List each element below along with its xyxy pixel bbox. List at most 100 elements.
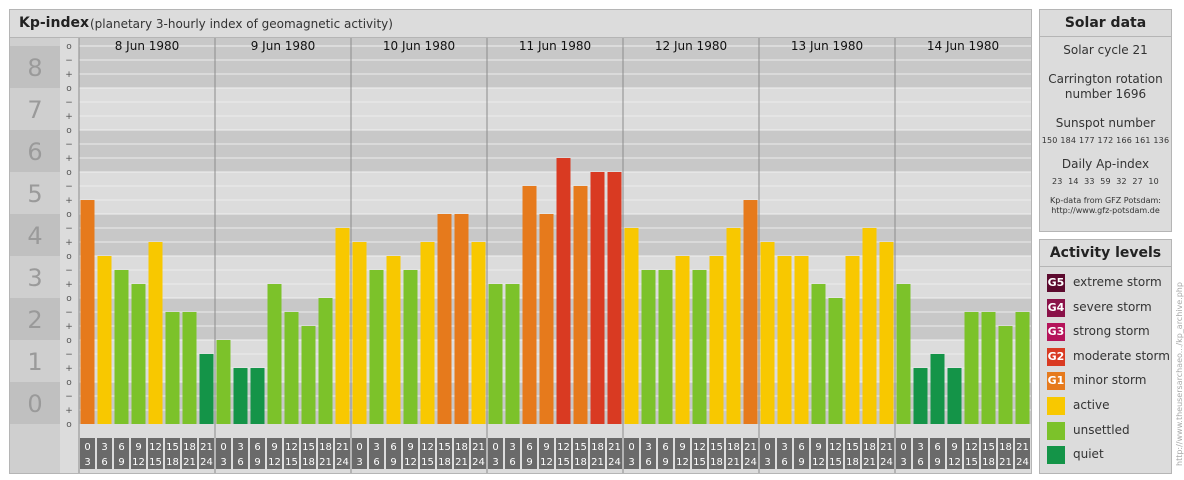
interval-start: 9 bbox=[271, 442, 277, 453]
chart-subtitle: (planetary 3-hourly index of geomagnetic… bbox=[90, 17, 393, 31]
interval-end: 12 bbox=[268, 457, 281, 468]
solar-cycle: Solar cycle 21 bbox=[1063, 43, 1148, 57]
interval-end: 24 bbox=[744, 457, 757, 468]
day-label: 14 Jun 1980 bbox=[927, 39, 999, 53]
interval-end: 3 bbox=[628, 457, 634, 468]
interval-label-cell bbox=[964, 438, 979, 469]
interval-label-cell bbox=[811, 438, 826, 469]
legend-item: active bbox=[1040, 394, 1171, 419]
minor-tick: o bbox=[66, 210, 72, 220]
interval-label-cell bbox=[437, 438, 452, 469]
kp-bar bbox=[284, 311, 299, 424]
kp-bar bbox=[709, 256, 724, 424]
chart-header: Kp-index (planetary 3-hourly index of ge… bbox=[10, 10, 1031, 38]
kp-bar bbox=[658, 269, 673, 424]
interval-label-cell bbox=[862, 438, 877, 469]
source-link[interactable]: http://www.gfz-potsdam.de bbox=[1051, 206, 1160, 215]
minor-tick: − bbox=[65, 224, 73, 234]
y-tick-label: 0 bbox=[27, 390, 42, 418]
kp-bar bbox=[471, 242, 486, 424]
legend-item: G2 moderate storm bbox=[1040, 345, 1171, 370]
minor-tick: − bbox=[65, 98, 73, 108]
minor-tick: − bbox=[65, 182, 73, 192]
kp-bar bbox=[420, 242, 435, 424]
legend-item: G4 severe storm bbox=[1040, 296, 1171, 321]
interval-end: 12 bbox=[812, 457, 825, 468]
source-line-1: Kp-data from GFZ Potsdam: bbox=[1050, 196, 1161, 205]
minor-tick: o bbox=[66, 168, 72, 178]
interval-end: 24 bbox=[608, 457, 621, 468]
interval-end: 18 bbox=[438, 457, 451, 468]
kp-bar bbox=[267, 284, 282, 424]
interval-label-cell bbox=[182, 438, 197, 469]
interval-end: 15 bbox=[693, 457, 706, 468]
interval-end: 18 bbox=[302, 457, 315, 468]
y-tick-label: 1 bbox=[27, 348, 42, 376]
kp-bar bbox=[114, 269, 129, 424]
interval-label-cell bbox=[828, 438, 843, 469]
interval-label-cell bbox=[318, 438, 333, 469]
day-label: 12 Jun 1980 bbox=[655, 39, 727, 53]
interval-end: 6 bbox=[101, 457, 107, 468]
interval-label-cell bbox=[199, 438, 214, 469]
interval-label-cell bbox=[454, 438, 469, 469]
interval-start: 18 bbox=[319, 442, 332, 453]
interval-label-cell bbox=[624, 438, 639, 469]
interval-start: 0 bbox=[220, 442, 226, 453]
legend-swatch bbox=[1047, 421, 1065, 440]
y-tick-label: 8 bbox=[27, 54, 42, 82]
interval-label-cell bbox=[556, 438, 571, 469]
kp-bar bbox=[862, 227, 877, 424]
legend-item: G3 strong storm bbox=[1040, 320, 1171, 345]
kp-bar bbox=[998, 326, 1013, 424]
interval-start: 6 bbox=[254, 442, 260, 453]
kp-bar bbox=[726, 227, 741, 424]
interval-start: 0 bbox=[900, 442, 906, 453]
interval-end: 21 bbox=[863, 457, 876, 468]
kp-bar bbox=[131, 284, 146, 424]
interval-end: 24 bbox=[472, 457, 485, 468]
legend-label: strong storm bbox=[1073, 324, 1150, 339]
interval-start: 12 bbox=[149, 442, 162, 453]
interval-start: 21 bbox=[744, 442, 757, 453]
kp-bar bbox=[794, 256, 809, 424]
interval-end: 15 bbox=[421, 457, 434, 468]
minor-tick: + bbox=[65, 406, 73, 416]
interval-end: 15 bbox=[829, 457, 842, 468]
minor-tick: o bbox=[66, 294, 72, 304]
legend-swatch: G5 bbox=[1047, 274, 1065, 292]
interval-end: 21 bbox=[591, 457, 604, 468]
y-band bbox=[10, 46, 60, 88]
interval-end: 24 bbox=[200, 457, 213, 468]
interval-label-cell bbox=[726, 438, 741, 469]
legend-label: severe storm bbox=[1073, 299, 1152, 314]
interval-label-cell bbox=[573, 438, 588, 469]
interval-end: 18 bbox=[710, 457, 723, 468]
interval-end: 9 bbox=[526, 457, 532, 468]
interval-label-cell bbox=[607, 438, 622, 469]
kp-bar bbox=[641, 269, 656, 424]
interval-end: 6 bbox=[917, 457, 923, 468]
y-tick-label: 7 bbox=[27, 96, 42, 124]
interval-label-cell bbox=[267, 438, 282, 469]
kp-bar bbox=[896, 284, 911, 424]
interval-end: 3 bbox=[492, 457, 498, 468]
interval-label-cell bbox=[998, 438, 1013, 469]
sunspot-title: Sunspot number bbox=[1055, 116, 1156, 130]
minor-tick: + bbox=[65, 280, 73, 290]
kp-bar bbox=[743, 200, 758, 424]
interval-label-cell bbox=[165, 438, 180, 469]
kp-bar bbox=[352, 242, 367, 424]
interval-start: 12 bbox=[965, 442, 978, 453]
interval-end: 9 bbox=[254, 457, 260, 468]
interval-label-cell bbox=[913, 438, 928, 469]
chart-title: Kp-index bbox=[19, 15, 89, 31]
interval-end: 18 bbox=[166, 457, 179, 468]
interval-start: 18 bbox=[727, 442, 740, 453]
interval-start: 9 bbox=[815, 442, 821, 453]
interval-start: 12 bbox=[693, 442, 706, 453]
carrington-number: number 1696 bbox=[1064, 87, 1147, 101]
interval-label-cell bbox=[777, 438, 792, 469]
kp-bar bbox=[1015, 311, 1030, 424]
kp-bar bbox=[97, 256, 112, 424]
